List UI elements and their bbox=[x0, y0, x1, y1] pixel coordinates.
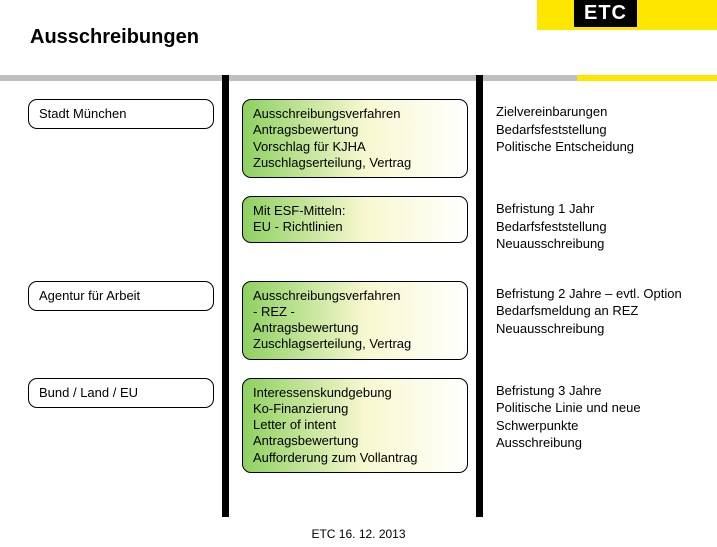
outcome-text: ZielvereinbarungenBedarfsfeststellungPol… bbox=[496, 99, 707, 166]
table-row: Mit ESF-Mitteln:EU - Richtlinien Befrist… bbox=[0, 192, 717, 267]
footer-text: ETC 16. 12. 2013 bbox=[0, 527, 717, 541]
table-row: Agentur für Arbeit Ausschreibungsverfahr… bbox=[0, 277, 717, 364]
content-grid: Stadt München AusschreibungsverfahrenAnt… bbox=[0, 95, 717, 517]
outcome-text: Befristung 3 JahrePolitische Linie und n… bbox=[496, 378, 707, 462]
table-row: Bund / Land / EU InteressenskundgebungKo… bbox=[0, 374, 717, 477]
table-row: Stadt München AusschreibungsverfahrenAnt… bbox=[0, 95, 717, 182]
process-box: InteressenskundgebungKo-FinanzierungLett… bbox=[242, 378, 468, 473]
outcome-text: Befristung 1 JahrBedarfsfeststellungNeua… bbox=[496, 196, 707, 263]
process-box: AusschreibungsverfahrenAntragsbewertungV… bbox=[242, 99, 468, 178]
header-accent bbox=[577, 75, 717, 81]
page-title: Ausschreibungen bbox=[30, 26, 199, 49]
process-box: Ausschreibungsverfahren- REZ -Antragsbew… bbox=[242, 281, 468, 360]
etc-logo: ETC bbox=[574, 0, 637, 27]
outcome-text: Befristung 2 Jahre – evtl. OptionBedarfs… bbox=[496, 281, 707, 348]
funder-label: Agentur für Arbeit bbox=[28, 281, 214, 311]
funder-label: Bund / Land / EU bbox=[28, 378, 214, 408]
funder-label: Stadt München bbox=[28, 99, 214, 129]
process-box: Mit ESF-Mitteln:EU - Richtlinien bbox=[242, 196, 468, 243]
